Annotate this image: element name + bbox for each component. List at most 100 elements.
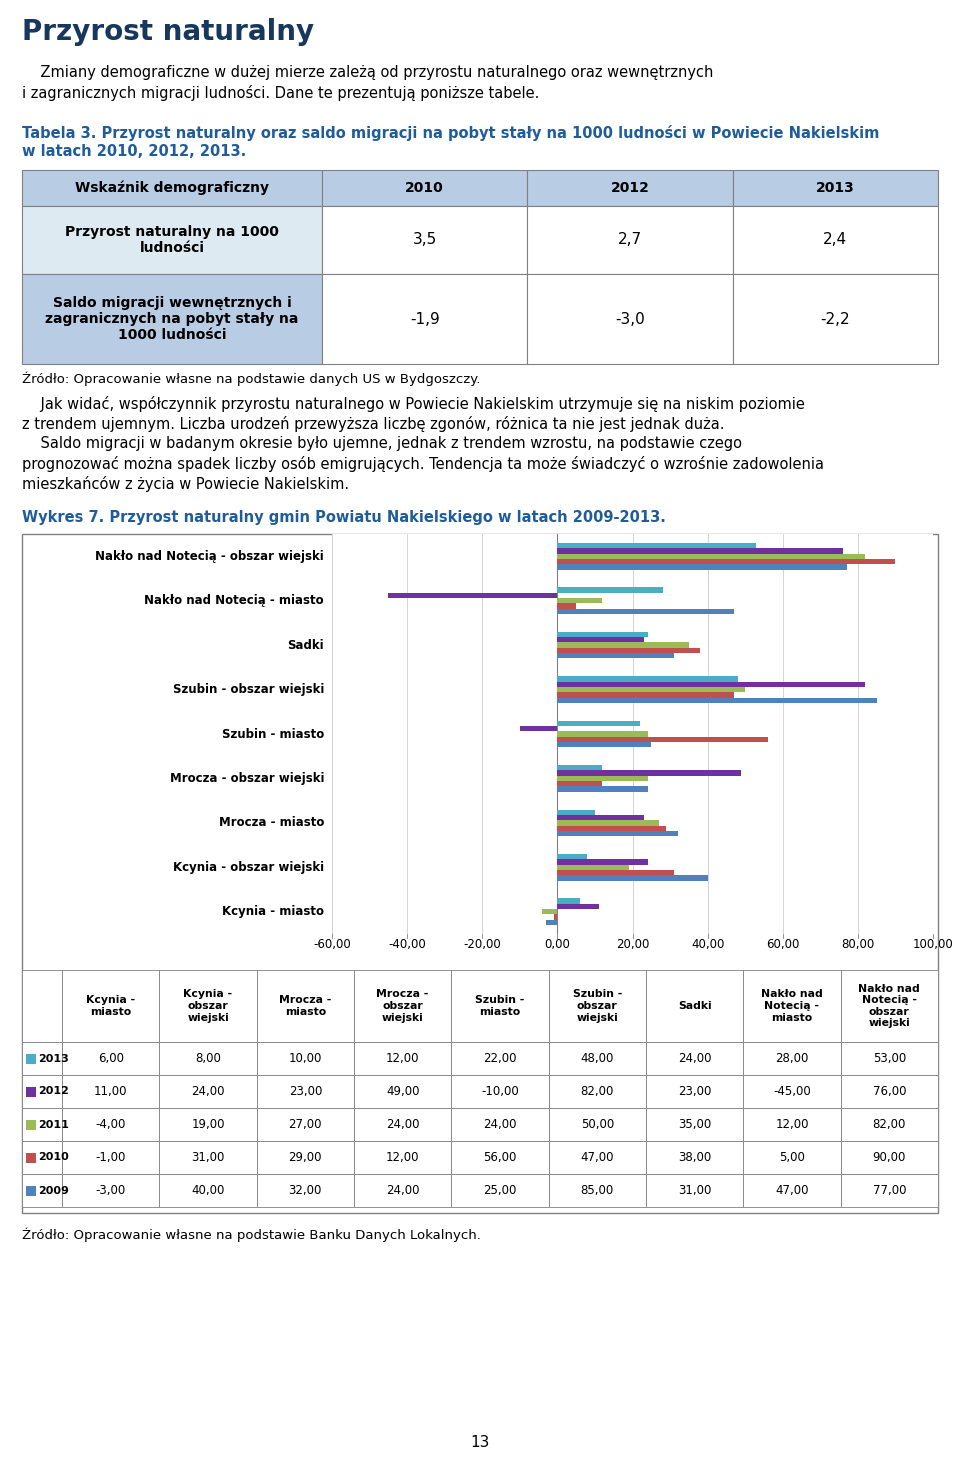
Bar bbox=[549, 970, 646, 1042]
Text: 6,00: 6,00 bbox=[98, 1052, 124, 1066]
Text: 24,00: 24,00 bbox=[483, 1119, 516, 1130]
Bar bbox=[841, 1108, 938, 1141]
Bar bbox=[22, 1175, 62, 1207]
Bar bbox=[841, 1141, 938, 1175]
Bar bbox=[62, 970, 159, 1042]
Text: 8,00: 8,00 bbox=[195, 1052, 221, 1066]
Bar bbox=[159, 970, 256, 1042]
Bar bbox=[558, 642, 689, 648]
Bar bbox=[646, 1141, 743, 1175]
Bar bbox=[743, 1075, 841, 1108]
Bar bbox=[549, 1175, 646, 1207]
Text: Przyrost naturalny: Przyrost naturalny bbox=[22, 18, 314, 46]
Text: -40,00: -40,00 bbox=[388, 938, 426, 951]
Text: 24,00: 24,00 bbox=[386, 1183, 420, 1197]
Text: 12,00: 12,00 bbox=[386, 1052, 420, 1066]
Bar bbox=[451, 1141, 549, 1175]
Bar bbox=[841, 1042, 938, 1075]
Text: Nakło nad Notecią - obszar wiejski: Nakło nad Notecią - obszar wiejski bbox=[95, 549, 324, 562]
Text: Wykres 7. Przyrost naturalny gmin Powiatu Nakielskiego w latach 2009-2013.: Wykres 7. Przyrost naturalny gmin Powiat… bbox=[22, 509, 666, 526]
Text: Nakło nad
Notecią -
obszar
wiejski: Nakło nad Notecią - obszar wiejski bbox=[858, 983, 921, 1029]
Bar bbox=[256, 1042, 354, 1075]
Bar bbox=[558, 598, 603, 604]
Text: Nakło nad
Notecią -
miasto: Nakło nad Notecią - miasto bbox=[761, 989, 823, 1023]
Bar bbox=[558, 904, 599, 910]
Text: 10,00: 10,00 bbox=[289, 1052, 322, 1066]
Bar bbox=[22, 534, 938, 1213]
Bar bbox=[549, 1042, 646, 1075]
Text: 22,00: 22,00 bbox=[483, 1052, 516, 1066]
Text: 47,00: 47,00 bbox=[776, 1183, 808, 1197]
Text: Szubin -
miasto: Szubin - miasto bbox=[475, 995, 525, 1017]
Bar bbox=[22, 1108, 62, 1141]
Text: Sadki: Sadki bbox=[287, 639, 324, 652]
Text: Mrocza - obszar wiejski: Mrocza - obszar wiejski bbox=[170, 771, 324, 785]
Bar bbox=[354, 1175, 451, 1207]
Text: Sadki: Sadki bbox=[678, 1001, 711, 1011]
Text: w latach 2010, 2012, 2013.: w latach 2010, 2012, 2013. bbox=[22, 144, 247, 159]
Bar bbox=[546, 920, 558, 924]
Bar bbox=[732, 206, 938, 274]
Bar bbox=[22, 1141, 62, 1175]
Text: 40,00: 40,00 bbox=[691, 938, 724, 951]
Bar bbox=[646, 970, 743, 1042]
Bar bbox=[743, 1042, 841, 1075]
Text: z trendem ujemnym. Liczba urodzeń przewyższa liczbę zgonów, różnica ta nie jest : z trendem ujemnym. Liczba urodzeń przewy… bbox=[22, 417, 725, 431]
Bar bbox=[558, 826, 666, 830]
Text: 31,00: 31,00 bbox=[191, 1151, 225, 1164]
Bar bbox=[256, 1108, 354, 1141]
Text: 53,00: 53,00 bbox=[873, 1052, 906, 1066]
Bar bbox=[558, 830, 678, 836]
Bar bbox=[743, 1108, 841, 1141]
Bar bbox=[558, 654, 674, 658]
Text: Mrocza - miasto: Mrocza - miasto bbox=[219, 817, 324, 829]
Text: i zagranicznych migracji ludności. Dane te prezentują poniższe tabele.: i zagranicznych migracji ludności. Dane … bbox=[22, 85, 540, 102]
Bar bbox=[322, 206, 527, 274]
Bar bbox=[558, 676, 737, 682]
Bar bbox=[354, 1141, 451, 1175]
Text: 11,00: 11,00 bbox=[94, 1085, 128, 1098]
Bar bbox=[451, 1108, 549, 1141]
Text: 29,00: 29,00 bbox=[289, 1151, 323, 1164]
Bar bbox=[549, 1141, 646, 1175]
Text: 76,00: 76,00 bbox=[873, 1085, 906, 1098]
Text: 3,5: 3,5 bbox=[413, 233, 437, 247]
Text: 23,00: 23,00 bbox=[289, 1085, 322, 1098]
Bar bbox=[354, 1042, 451, 1075]
Text: 2,4: 2,4 bbox=[824, 233, 848, 247]
Bar bbox=[646, 1075, 743, 1108]
Text: 24,00: 24,00 bbox=[678, 1052, 711, 1066]
Bar bbox=[26, 1086, 36, 1097]
Bar bbox=[22, 1042, 62, 1075]
Bar bbox=[451, 970, 549, 1042]
Bar bbox=[558, 559, 896, 564]
Text: 77,00: 77,00 bbox=[873, 1183, 906, 1197]
Text: -1,9: -1,9 bbox=[410, 312, 440, 327]
Text: 60,00: 60,00 bbox=[766, 938, 800, 951]
Text: 82,00: 82,00 bbox=[873, 1119, 906, 1130]
Bar bbox=[743, 970, 841, 1042]
Text: -60,00: -60,00 bbox=[313, 938, 350, 951]
Text: Źródło: Opracowanie własne na podstawie danych US w Bydgoszczy.: Źródło: Opracowanie własne na podstawie … bbox=[22, 372, 480, 387]
Bar bbox=[519, 726, 558, 732]
Bar bbox=[62, 1141, 159, 1175]
Bar bbox=[62, 1042, 159, 1075]
Bar bbox=[558, 742, 651, 748]
Bar bbox=[558, 786, 648, 792]
Bar bbox=[558, 776, 648, 782]
Bar bbox=[159, 1175, 256, 1207]
Text: 38,00: 38,00 bbox=[678, 1151, 711, 1164]
Text: Zmiany demograficzne w dużej mierze zależą od przyrostu naturalnego oraz wewnętr: Zmiany demograficzne w dużej mierze zale… bbox=[22, 65, 713, 79]
Bar bbox=[558, 682, 865, 687]
Bar bbox=[26, 1185, 36, 1195]
Text: -4,00: -4,00 bbox=[95, 1119, 126, 1130]
Text: -3,00: -3,00 bbox=[96, 1183, 126, 1197]
Bar bbox=[256, 1075, 354, 1108]
Bar bbox=[451, 1042, 549, 1075]
Text: 2,7: 2,7 bbox=[618, 233, 642, 247]
Bar bbox=[354, 1108, 451, 1141]
Text: 24,00: 24,00 bbox=[191, 1085, 225, 1098]
Text: Szubin -
obszar
wiejski: Szubin - obszar wiejski bbox=[573, 989, 622, 1023]
Text: Saldo migracji wewnętrznych i
zagranicznych na pobyt stały na
1000 ludności: Saldo migracji wewnętrznych i zagraniczn… bbox=[45, 296, 299, 342]
Text: 2012: 2012 bbox=[38, 1086, 69, 1097]
